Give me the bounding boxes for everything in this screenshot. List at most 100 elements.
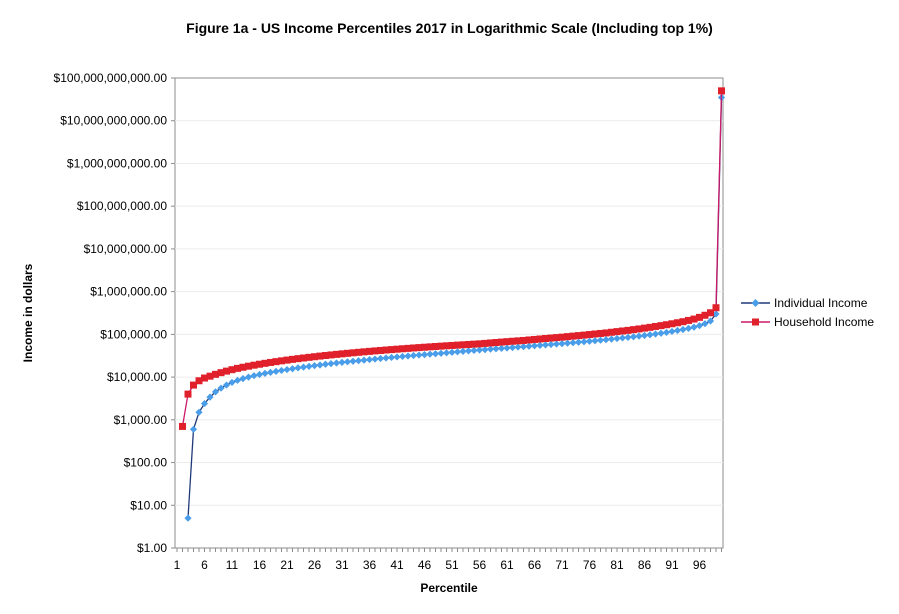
household-income-point [448, 341, 456, 349]
individual-income-point [607, 335, 616, 343]
y-tick-label: $1,000,000.00 [90, 285, 167, 299]
legend-label-household: Household Income [774, 315, 874, 329]
individual-income-point [250, 372, 258, 380]
individual-income-point [552, 340, 561, 348]
y-tick-label: $100,000,000.00 [77, 199, 167, 213]
chart-title: Figure 1a - US Income Percentiles 2017 i… [186, 20, 713, 36]
individual-income-point [486, 345, 495, 353]
individual-income-point [624, 333, 632, 341]
y-tick-label: $10,000,000.00 [84, 242, 168, 256]
individual-income-point [684, 324, 693, 332]
individual-income-point [266, 368, 275, 376]
household-income-point [432, 342, 439, 350]
individual-income-point [558, 339, 566, 348]
individual-income-point [272, 367, 280, 375]
y-tick-label: $1,000.00 [114, 413, 168, 427]
individual-income-point [206, 393, 214, 401]
household-income-point [206, 372, 214, 380]
household-income-point [355, 348, 362, 356]
individual-income-point [189, 425, 198, 433]
x-axis-label: Percentile [420, 581, 478, 595]
x-tick-label: 76 [583, 558, 597, 572]
x-tick-label: 66 [528, 558, 542, 572]
household-income-point [443, 342, 450, 350]
individual-income-line [187, 97, 723, 519]
household-income-point [525, 336, 533, 344]
individual-income-point [442, 349, 451, 357]
household-income-point [371, 347, 379, 355]
household-income-point [239, 363, 247, 371]
household-income-point [668, 320, 676, 328]
household-income-point [459, 341, 467, 349]
household-income-point [657, 322, 665, 330]
household-income-point [575, 332, 582, 340]
household-income-point [272, 358, 280, 366]
x-tick-label: 71 [555, 558, 569, 572]
individual-income-point [481, 345, 489, 354]
household-income-point [597, 329, 604, 337]
individual-income-point [415, 351, 423, 359]
individual-income-point [668, 327, 676, 336]
individual-income-point [338, 358, 346, 366]
x-tick-label: 16 [253, 558, 267, 572]
household-income-point [624, 326, 632, 334]
household-income-point [619, 327, 626, 335]
household-income-point [553, 334, 560, 342]
individual-income-point [261, 369, 269, 378]
household-income-point [591, 330, 599, 338]
series-layer [179, 87, 726, 522]
individual-income-point [536, 341, 544, 349]
y-tick-label: $1.00 [137, 541, 167, 555]
household-income-point [333, 350, 340, 358]
individual-income-point [613, 334, 621, 343]
individual-income-point [409, 351, 418, 360]
household-income-point [388, 346, 395, 354]
household-income-point [421, 343, 428, 351]
individual-income-point [437, 349, 445, 357]
household-income-point [558, 333, 566, 341]
household-income-point [547, 334, 555, 342]
household-income-point [454, 341, 461, 349]
individual-income-point [233, 376, 242, 384]
x-tick-label: 61 [500, 558, 514, 572]
individual-income-point [497, 344, 506, 352]
household-income-point [338, 350, 346, 358]
individual-income-point [470, 346, 478, 355]
household-income-point [300, 354, 307, 362]
individual-income-point [239, 375, 247, 383]
individual-income-point [563, 339, 572, 347]
x-tick-label: 96 [693, 558, 707, 572]
household-income-point [316, 352, 324, 360]
x-tick-label: 86 [638, 558, 652, 572]
individual-income-point [310, 362, 319, 370]
individual-income-point [299, 363, 308, 371]
plot-area-border [174, 77, 724, 549]
individual-income-point [569, 339, 577, 347]
y-tick-label: $10,000.00 [107, 370, 167, 384]
household-income-point [509, 337, 516, 345]
y-axis-label: Income in dollars [21, 263, 35, 362]
individual-income-point [541, 341, 550, 349]
individual-income-point [635, 332, 643, 340]
individual-income-point [503, 344, 511, 352]
individual-income-point [349, 357, 357, 365]
household-income-point [613, 328, 621, 336]
individual-income-point [651, 330, 660, 338]
individual-income-point [420, 351, 429, 359]
individual-income-point [288, 365, 297, 373]
household-income-point [536, 335, 544, 343]
household-income-point [201, 374, 208, 382]
x-tick-label: 56 [473, 558, 487, 572]
household-income-point [679, 318, 687, 326]
individual-income-point [294, 364, 302, 372]
household-income-point [685, 316, 692, 324]
individual-income-point [459, 347, 467, 355]
household-income-point [393, 345, 401, 353]
individual-income-point [453, 348, 462, 356]
individual-income-point [464, 347, 473, 355]
household-income-point [256, 360, 263, 368]
household-income-point [212, 370, 219, 378]
household-income-point [586, 331, 593, 339]
household-income-point [580, 331, 588, 339]
household-income-point [195, 377, 203, 385]
